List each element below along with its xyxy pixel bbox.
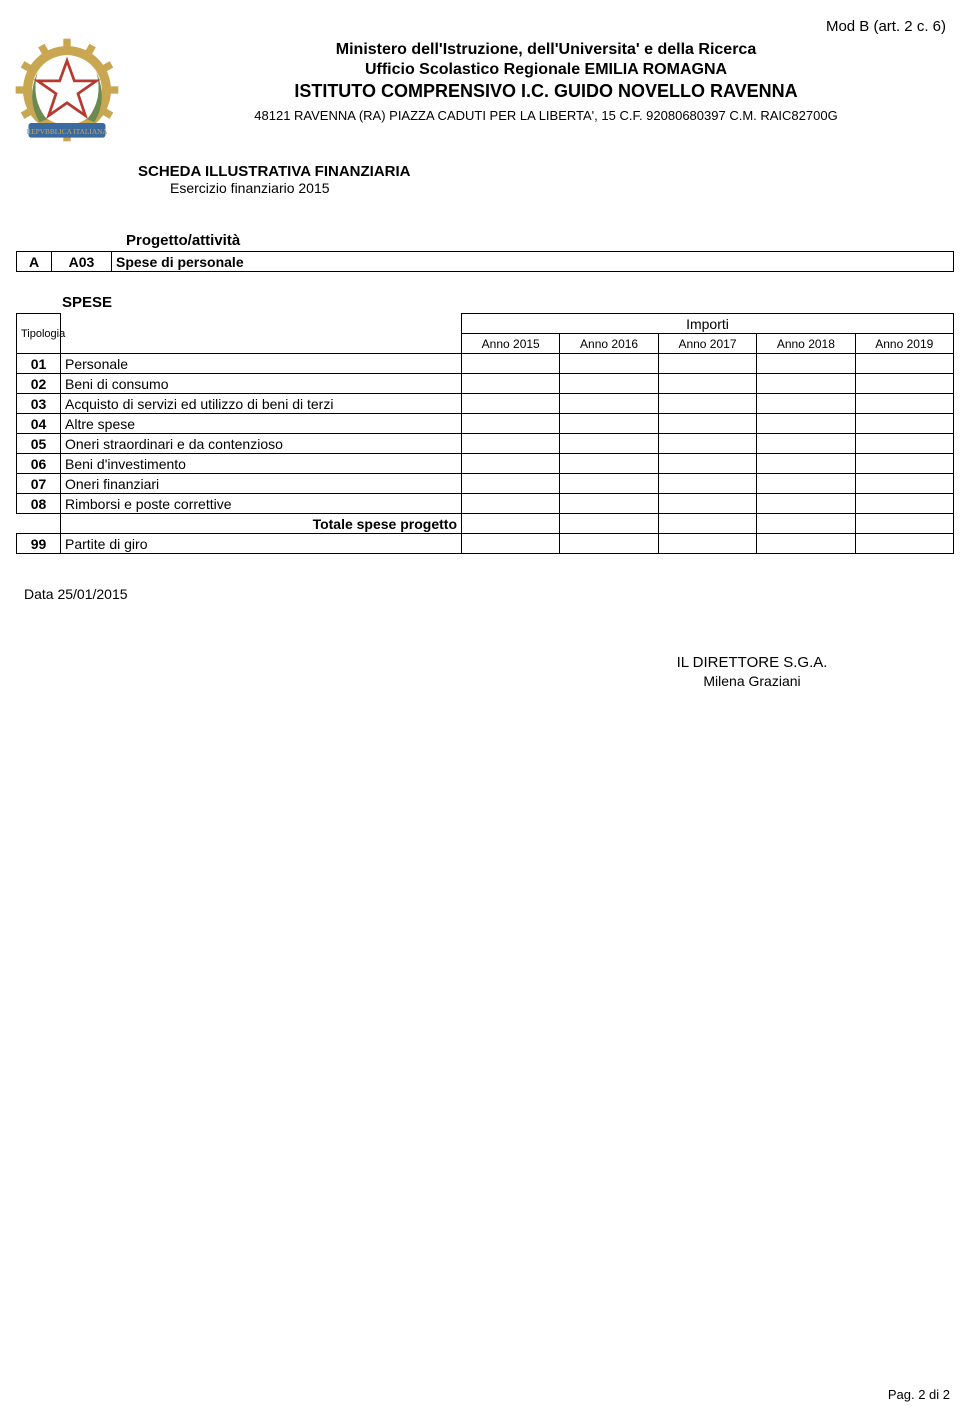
header-address: 48121 RAVENNA (RA) PIAZZA CADUTI PER LA … <box>140 108 952 123</box>
table-row: 02 Beni di consumo <box>17 374 954 394</box>
page-footer: Pag. 2 di 2 <box>888 1387 950 1402</box>
progetto-col-c: Spese di personale <box>112 252 954 272</box>
signature-title: IL DIRETTORE S.G.A. <box>622 654 882 671</box>
importi-header: Importi <box>462 314 954 334</box>
signature-name: Milena Graziani <box>622 673 882 689</box>
header-institute: ISTITUTO COMPRENSIVO I.C. GUIDO NOVELLO … <box>140 81 952 102</box>
italian-republic-emblem-icon: REPVBBLICA ITALIANA <box>12 35 122 145</box>
year-2019: Anno 2019 <box>855 334 953 354</box>
table-row: 03 Acquisto di servizi ed utilizzo di be… <box>17 394 954 414</box>
table-row: 04 Altre spese <box>17 414 954 434</box>
totale-row: Totale spese progetto <box>17 514 954 534</box>
header-ministry: Ministero dell'Istruzione, dell'Universi… <box>140 41 952 59</box>
progetto-table: A A03 Spese di personale <box>16 251 954 272</box>
mod-tag: Mod B (art. 2 c. 6) <box>8 18 952 35</box>
scheda-subtitle: Esercizio finanziario 2015 <box>170 180 952 196</box>
table-row: 01 Personale <box>17 354 954 374</box>
year-2015: Anno 2015 <box>462 334 560 354</box>
tipologia-header: Tipologia <box>17 314 61 354</box>
year-2018: Anno 2018 <box>757 334 855 354</box>
spese-label: SPESE <box>62 294 952 311</box>
progetto-col-a: A <box>17 252 52 272</box>
spese-table: Tipologia Importi Anno 2015 Anno 2016 An… <box>16 313 954 554</box>
table-row: 99 Partite di giro <box>17 534 954 554</box>
year-2016: Anno 2016 <box>560 334 658 354</box>
document-date: Data 25/01/2015 <box>24 586 952 602</box>
progetto-col-b: A03 <box>52 252 112 272</box>
document-header: REPVBBLICA ITALIANA Ministero dell'Istru… <box>8 35 952 145</box>
svg-text:REPVBBLICA ITALIANA: REPVBBLICA ITALIANA <box>26 127 108 136</box>
scheda-title: SCHEDA ILLUSTRATIVA FINANZIARIA <box>138 163 952 180</box>
table-row: 06 Beni d'investimento <box>17 454 954 474</box>
signature-block: IL DIRETTORE S.G.A. Milena Graziani <box>622 654 882 689</box>
header-office: Ufficio Scolastico Regionale EMILIA ROMA… <box>140 61 952 79</box>
year-2017: Anno 2017 <box>658 334 756 354</box>
table-row: 08 Rimborsi e poste correttive <box>17 494 954 514</box>
table-row: 07 Oneri finanziari <box>17 474 954 494</box>
table-row: 05 Oneri straordinari e da contenzioso <box>17 434 954 454</box>
progetto-label: Progetto/attività <box>126 232 952 249</box>
